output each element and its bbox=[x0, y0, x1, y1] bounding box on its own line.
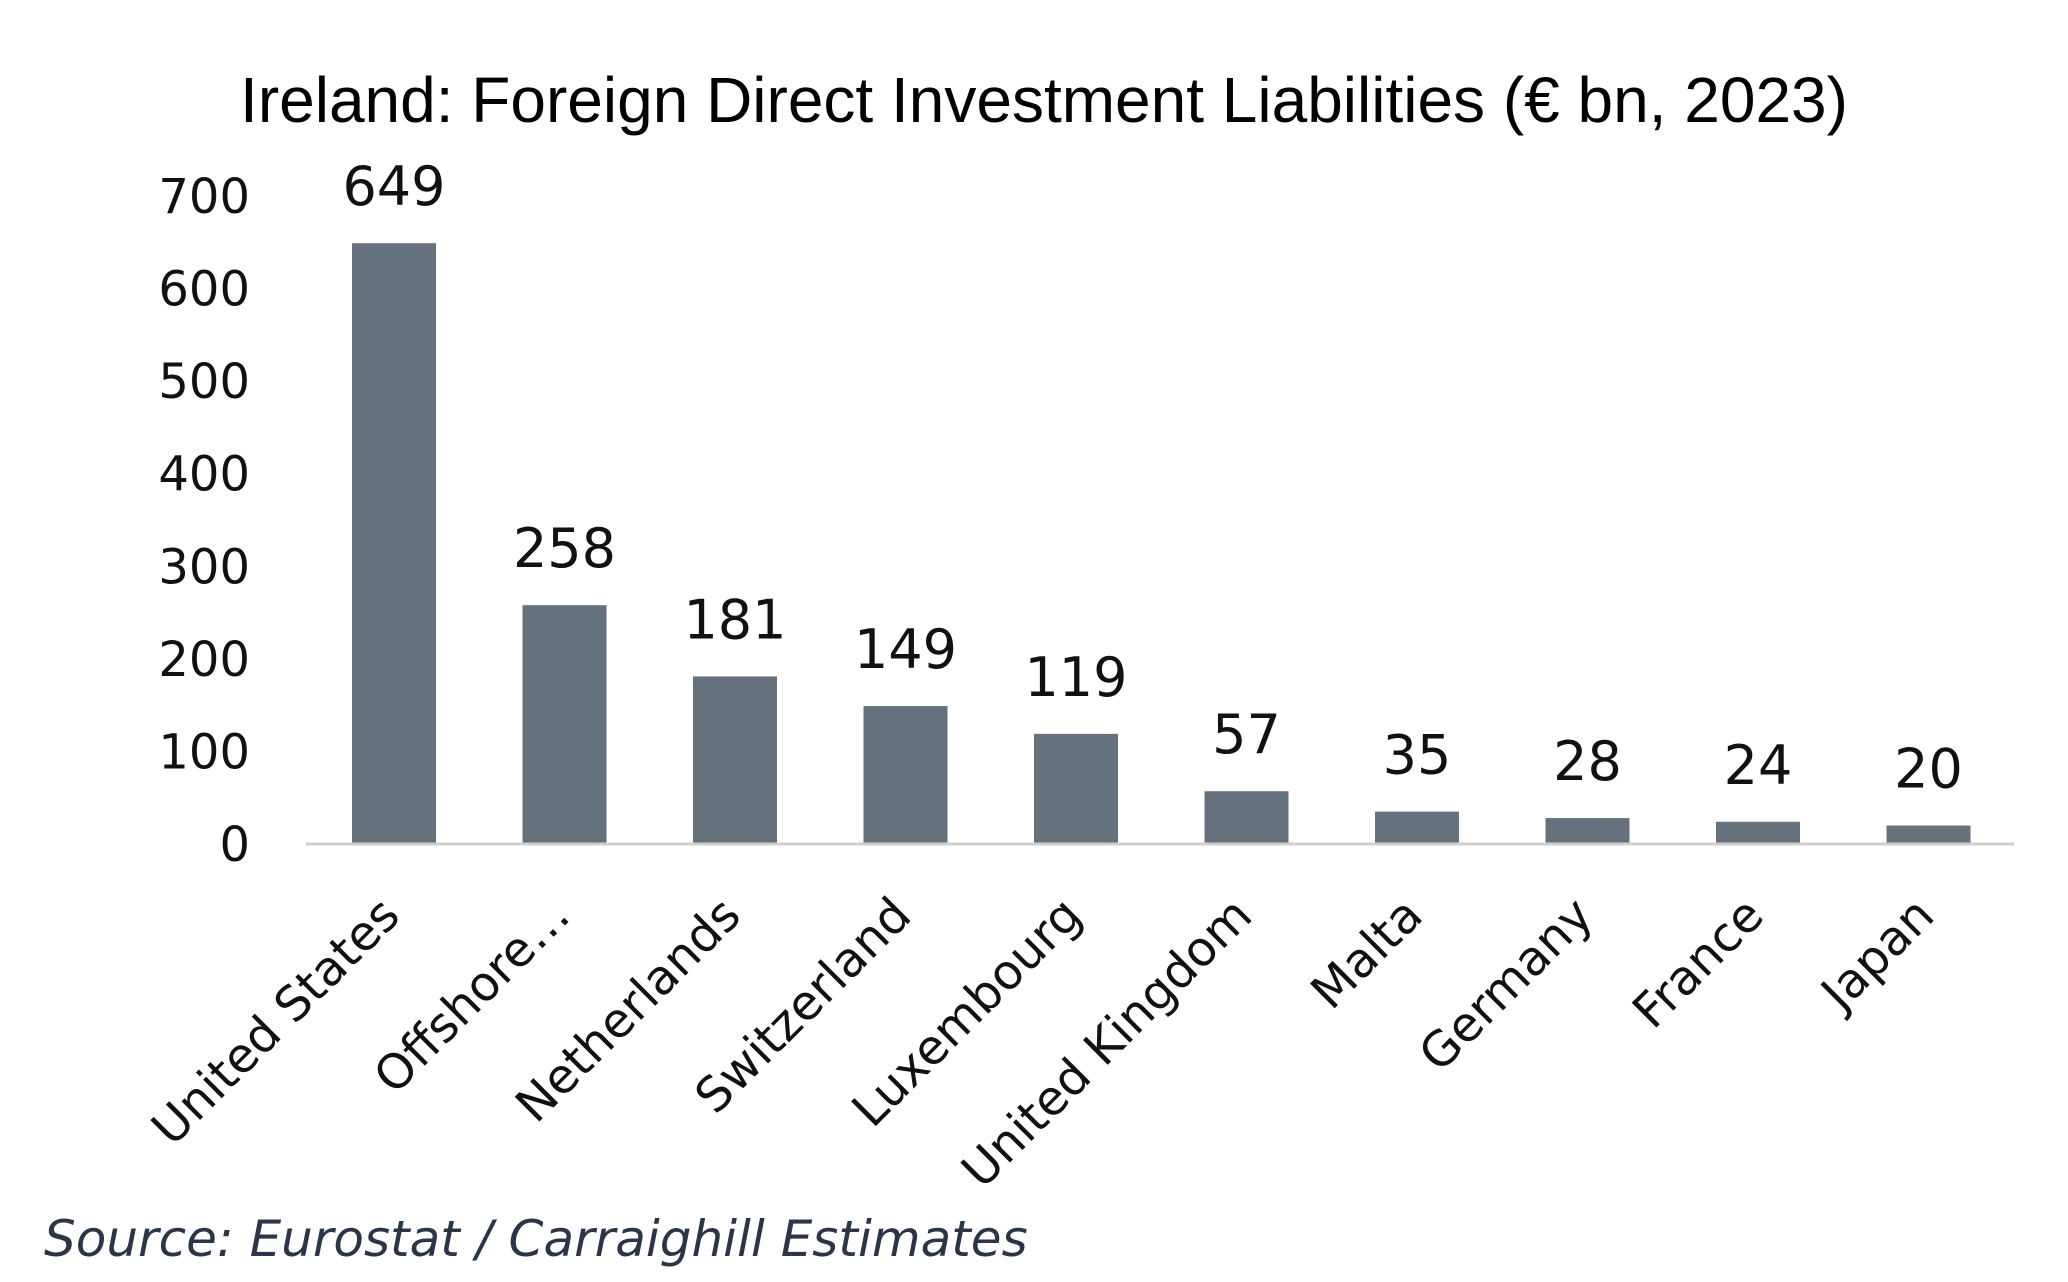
x-tick-label: United States bbox=[141, 887, 410, 1156]
bar bbox=[1716, 821, 1800, 844]
bar bbox=[1034, 733, 1118, 844]
y-tick-label: 0 bbox=[219, 817, 250, 873]
data-label: 258 bbox=[513, 517, 616, 580]
bar bbox=[1545, 818, 1630, 844]
bar bbox=[1375, 811, 1459, 844]
data-label: 119 bbox=[1024, 646, 1127, 709]
data-label: 181 bbox=[683, 588, 786, 651]
bar bbox=[352, 243, 436, 844]
y-tick-label: 400 bbox=[158, 447, 250, 503]
data-label: 24 bbox=[1724, 734, 1793, 797]
bar bbox=[522, 605, 607, 844]
bars-group bbox=[352, 243, 1971, 844]
source-note: Source: Eurostat / Carraighill Estimates bbox=[44, 1210, 1028, 1268]
y-tick-label: 700 bbox=[158, 169, 250, 225]
data-label: 649 bbox=[342, 155, 445, 218]
data-label: 20 bbox=[1894, 737, 1963, 800]
data-label: 35 bbox=[1383, 724, 1452, 787]
y-tick-label: 200 bbox=[158, 632, 250, 688]
bar bbox=[1204, 791, 1289, 844]
y-tick-label: 600 bbox=[158, 262, 250, 318]
bar bbox=[693, 676, 777, 844]
data-label: 57 bbox=[1212, 703, 1281, 766]
x-tick-label: United Kingdom bbox=[951, 887, 1263, 1199]
x-tick-label: France bbox=[1622, 887, 1774, 1039]
data-label: 28 bbox=[1553, 730, 1622, 793]
chart-title: Ireland: Foreign Direct Investment Liabi… bbox=[240, 64, 1848, 136]
bar bbox=[1886, 825, 1971, 844]
y-tick-label: 100 bbox=[158, 724, 250, 780]
bar bbox=[863, 706, 948, 844]
y-tick-label: 300 bbox=[158, 539, 250, 595]
y-axis: 0 100 200 300 400 500 600 700 bbox=[158, 169, 250, 873]
x-tick-label: Japan bbox=[1809, 887, 1945, 1023]
data-label: 149 bbox=[854, 618, 957, 681]
x-axis-labels: United StatesOffshore…NetherlandsSwitzer… bbox=[141, 887, 1945, 1199]
x-tick-label: Germany bbox=[1408, 887, 1604, 1083]
y-tick-label: 500 bbox=[158, 354, 250, 410]
x-tick-label: Malta bbox=[1300, 887, 1433, 1020]
data-labels-group: 649 258 181 149 119 57 35 28 24 20 bbox=[342, 155, 1962, 800]
